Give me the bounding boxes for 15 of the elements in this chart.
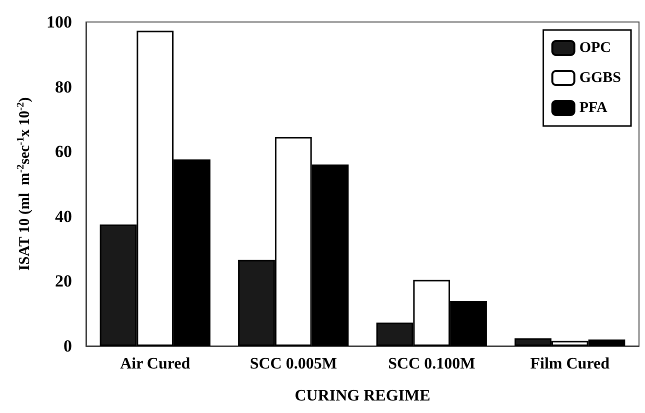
x-tick-label: Air Cured xyxy=(120,356,190,372)
y-tick-label: 80 xyxy=(55,77,72,96)
y-axis-title: ISAT 10 (ml m-2sec-1x 10-2) xyxy=(16,97,33,271)
y-tick-label: 0 xyxy=(64,336,72,356)
y-tick-label: 20 xyxy=(55,272,72,291)
legend-label: OPC xyxy=(579,40,611,56)
legend-label: PFA xyxy=(579,100,608,116)
x-tick-label: SCC 0.005M xyxy=(250,356,337,372)
y-tick-label: 100 xyxy=(46,12,72,32)
y-tick-label: 40 xyxy=(55,206,72,226)
x-tick-label: Film Cured xyxy=(530,356,610,372)
legend-label: GGBS xyxy=(579,70,622,86)
x-axis-title: CURING REGIME xyxy=(294,388,430,404)
x-tick-label: SCC 0.100M xyxy=(388,356,476,372)
y-tick-label: 60 xyxy=(55,142,72,162)
